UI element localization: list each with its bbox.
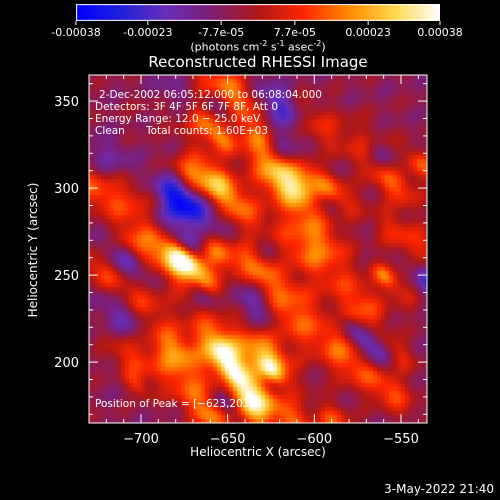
colorbar-tick-label: -0.00038 <box>51 26 101 39</box>
peak-position-text: Position of Peak = [−623,203] <box>95 398 254 410</box>
colorbar-tick-label: -7.7e-05 <box>198 26 245 39</box>
energy-range-text: Energy Range: 12.0 − 25.0 keV <box>95 113 261 125</box>
plot-title: Reconstructed RHESSI Image <box>148 53 368 71</box>
colorbar-tick-label: 7.7e-05 <box>273 26 316 39</box>
colorbar <box>76 4 440 21</box>
y-tick-label: 200 <box>54 356 79 371</box>
colorbar-units: (photons cm-2 s-1 asec-2) <box>190 39 326 54</box>
colorbar-tick-label: 0.00038 <box>417 26 463 39</box>
y-axis-label: Heliocentric Y (arcsec) <box>26 182 40 318</box>
x-axis-label: Heliocentric X (arcsec) <box>190 445 326 459</box>
y-tick-label: 350 <box>54 95 79 110</box>
clean-label: Clean <box>95 125 125 137</box>
total-counts-text: Total counts: 1.60E+03 <box>146 125 269 137</box>
timestamp: 3-May-2022 21:40 <box>384 482 494 496</box>
x-tick-label: −700 <box>123 432 159 447</box>
detectors-text: Detectors: 3F 4F 5F 6F 7F 8F, Att 0 <box>95 101 279 113</box>
y-tick-label: 300 <box>54 182 79 197</box>
y-tick-label: 250 <box>54 269 79 284</box>
colorbar-tick-label: 0.00023 <box>345 26 391 39</box>
colorbar-gradient <box>76 4 440 21</box>
x-tick-label: −550 <box>383 432 419 447</box>
time-range-text: 2-Dec-2002 06:05:12.000 to 06:08:04.000 <box>99 89 322 101</box>
colorbar-tick-label: -0.00023 <box>123 26 173 39</box>
